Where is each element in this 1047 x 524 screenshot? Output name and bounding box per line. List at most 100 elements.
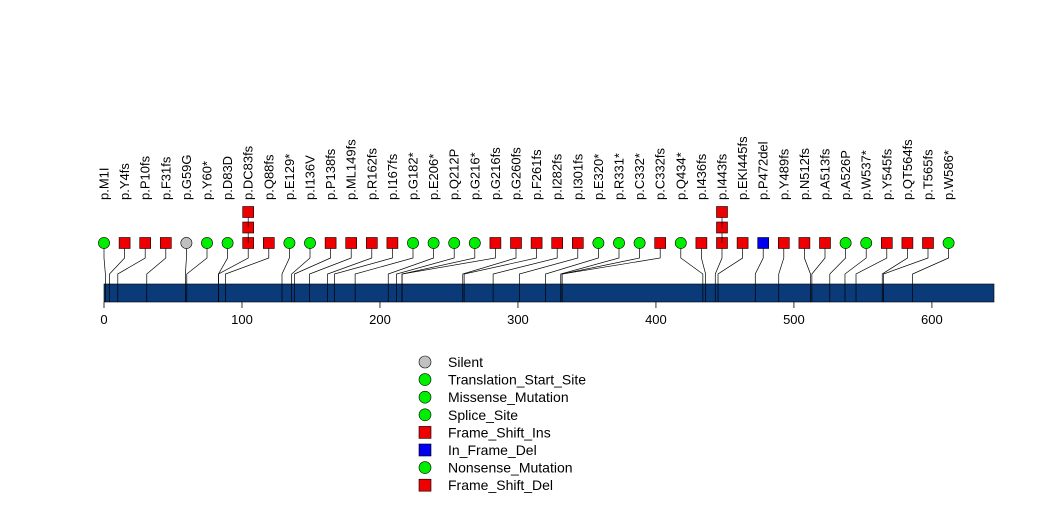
mutation-marker-p.E206* (427, 237, 440, 249)
connector-line (462, 243, 517, 284)
mutation-label: p.E206* (426, 154, 441, 200)
x-tick-label: 200 (369, 312, 391, 327)
mutation-label: p.ML149fs (344, 139, 359, 200)
connector-line (291, 243, 311, 284)
mutation-labels: p.M1I p.Y4fs p.P10fs p.F31fs p.G59G p.Y60* p.D… (97, 136, 957, 200)
mutation-marker-p.I167fs (386, 237, 399, 249)
mutation-label: p.A526P (838, 150, 853, 200)
mutation-label: p.G260fs (509, 147, 524, 200)
mutation-label: p.G216* (467, 152, 482, 200)
connector-line (117, 243, 146, 284)
mutation-label: p.Y489fs (776, 148, 791, 200)
mutation-label: p.I443fs (715, 153, 730, 200)
mutation-marker-p.Y4fs (118, 237, 131, 249)
mutation-label: p.I282fs (550, 153, 565, 200)
legend-swatch (418, 355, 432, 369)
mutation-label: p.Y60* (200, 161, 215, 200)
mutation-label: p.N512fs (797, 147, 812, 200)
mutation-label: p.I136V (303, 155, 318, 200)
mutation-label: p.R331* (612, 153, 627, 200)
connector-line (294, 243, 331, 284)
mutation-label: p.D83D (220, 156, 235, 200)
mutation-marker-p.G182* (407, 237, 419, 249)
mutation-marker-p.Q212P (448, 237, 461, 249)
legend-label: Missense_Mutation (448, 389, 569, 405)
mutation-marker-p.G59G (180, 237, 193, 249)
connector-line (327, 243, 373, 284)
connector-lines (103, 243, 949, 284)
mutation-marker-p.Y545fs (880, 237, 893, 249)
mutation-label: p.F31fs (158, 156, 173, 200)
legend-label: Nonsense_Mutation (448, 460, 573, 476)
connector-line (396, 243, 455, 284)
x-tick-label: 600 (921, 312, 943, 327)
connector-line (754, 243, 764, 284)
mutation-marker-p.I436fs (695, 237, 708, 249)
connector-line (309, 243, 352, 284)
connector-line (109, 243, 125, 284)
legend-swatch (418, 390, 432, 404)
connector-line (804, 243, 811, 284)
mutation-label: p.QT564fs (900, 139, 915, 200)
connector-line (354, 243, 414, 284)
connector-line (714, 243, 723, 284)
mutation-marker-p.E129* (283, 237, 296, 249)
mutation-marker-p.DC83fs (242, 206, 254, 218)
mutation-label: p.W586* (941, 150, 956, 200)
mutation-marker-p.EKI445fs (736, 237, 749, 249)
connector-line (103, 243, 106, 284)
mutation-marker-p.W537* (860, 237, 873, 249)
mutation-label: p.E320* (591, 154, 606, 200)
connector-line (778, 243, 785, 284)
connector-line (545, 243, 599, 284)
connector-line (218, 243, 249, 284)
connector-line (146, 243, 167, 284)
mutation-marker-p.R162fs (365, 237, 378, 249)
legend-swatch (418, 426, 432, 439)
mutation-label: p.G59G (179, 154, 194, 200)
mutation-label: p.I301fs (570, 153, 585, 200)
mutation-markers (98, 206, 955, 249)
connector-line (811, 243, 826, 284)
legend-label: Frame_Shift_Ins (448, 424, 551, 440)
protein-bar (103, 283, 995, 303)
connector-line (281, 243, 290, 284)
connector-line (701, 243, 706, 284)
mutation-label: p.E129* (282, 154, 297, 200)
mutation-marker-p.F31fs (160, 237, 172, 249)
mutation-label: p.Y4fs (117, 163, 132, 200)
legend-swatch (418, 443, 432, 457)
mutation-label: p.Q88fs (261, 154, 276, 200)
connector-line (387, 243, 434, 284)
x-tick-label: 300 (507, 312, 529, 327)
legend-label: Translation_Start_Site (448, 372, 586, 388)
mutation-label: p.P472del (756, 141, 771, 200)
mutation-marker-p.T565fs (922, 237, 934, 249)
mutation-label: p.W537* (859, 150, 874, 200)
connector-line (334, 243, 393, 284)
mutation-marker-p.C332* (633, 237, 646, 249)
connector-line (855, 243, 888, 284)
mutation-marker-p.I282fs (551, 237, 564, 249)
legend-label: In_Frame_Del (448, 442, 537, 458)
mutation-label: p.Q434* (673, 152, 688, 200)
x-tick-label: 400 (645, 312, 667, 327)
mutation-label: p.Q212P (447, 149, 462, 200)
mutation-label: p.T565fs (921, 149, 936, 200)
mutation-label: p.P10fs (138, 155, 153, 200)
connector-line (844, 243, 867, 284)
legend-label: Splice_Site (448, 407, 518, 423)
mutation-marker-p.QT564fs (901, 237, 914, 249)
mutation-marker-p.W586* (942, 237, 955, 249)
mutation-label: p.EKI445fs (735, 136, 750, 200)
x-tick-label: 500 (783, 312, 805, 327)
connector-line (717, 243, 743, 284)
connector-line (560, 243, 620, 284)
mutation-label: p.Y545fs (879, 148, 894, 200)
legend-swatch (418, 408, 432, 422)
mutation-label: p.A513fs (818, 148, 833, 200)
protein-bar-position-marks (105, 284, 913, 302)
mutation-marker-p.A513fs (819, 237, 831, 249)
